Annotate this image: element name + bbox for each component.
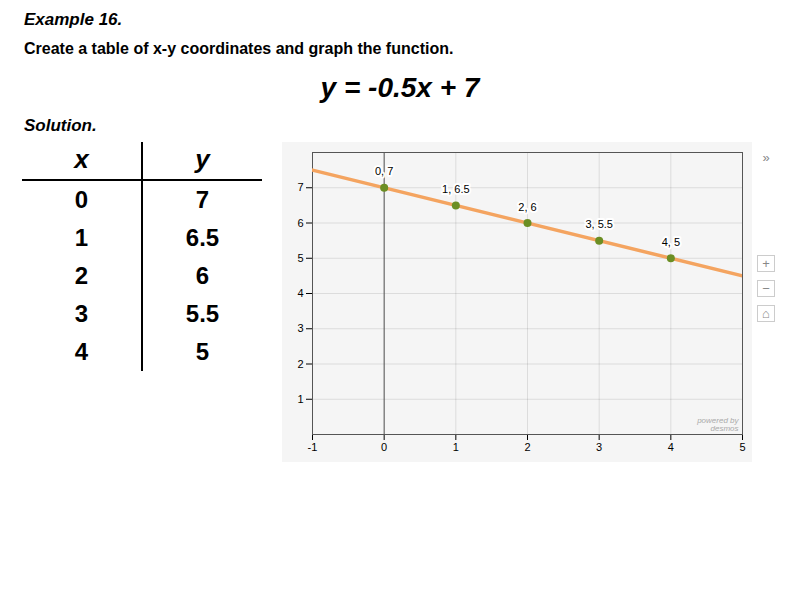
html-text:4: 4 bbox=[74, 338, 89, 365]
html-text:y: y bbox=[195, 144, 210, 174]
svg-text:2, 6: 2, 6 bbox=[518, 201, 536, 213]
svg-text:1: 1 bbox=[453, 441, 459, 453]
html-text:6.5: 6.5 bbox=[185, 224, 220, 251]
svg-text:0, 7: 0, 7 bbox=[375, 165, 393, 177]
svg-text:1: 1 bbox=[297, 393, 303, 405]
svg-text:3: 3 bbox=[596, 441, 602, 453]
html-text:Solution.: Solution. bbox=[24, 116, 97, 135]
svg-text:5: 5 bbox=[739, 441, 745, 453]
svg-text:2: 2 bbox=[297, 358, 303, 370]
html-text:0: 0 bbox=[74, 186, 89, 213]
html-text:7: 7 bbox=[195, 186, 210, 213]
svg-text:1, 6.5: 1, 6.5 bbox=[442, 183, 470, 195]
html-text:5: 5 bbox=[195, 338, 210, 365]
html-text:Example 16.: Example 16. bbox=[24, 10, 123, 29]
html-text:5.5: 5.5 bbox=[185, 300, 220, 327]
html-text:y = -0.5x + 7: y = -0.5x + 7 bbox=[320, 72, 480, 103]
svg-text:3: 3 bbox=[297, 322, 303, 334]
svg-text:4: 4 bbox=[297, 287, 303, 299]
html-text:1: 1 bbox=[74, 224, 89, 251]
svg-text:6: 6 bbox=[297, 217, 303, 229]
svg-text:3, 5.5: 3, 5.5 bbox=[585, 218, 613, 230]
html-text:3: 3 bbox=[74, 300, 89, 327]
html-text:6: 6 bbox=[195, 262, 210, 289]
svg-text:4: 4 bbox=[668, 441, 674, 453]
svg-text:7: 7 bbox=[297, 181, 303, 193]
svg-text:0: 0 bbox=[381, 441, 387, 453]
html-text:x: x bbox=[74, 144, 89, 174]
svg-text:-1: -1 bbox=[308, 441, 318, 453]
svg-text:2: 2 bbox=[524, 441, 530, 453]
svg-text:5: 5 bbox=[297, 252, 303, 264]
svg-text:4, 5: 4, 5 bbox=[662, 236, 680, 248]
html-text:2: 2 bbox=[74, 262, 89, 289]
svg-text:powered bydesmos: powered bydesmos bbox=[696, 416, 739, 433]
html-text:Create a table of x-y coordina: Create a table of x-y coordinates and gr… bbox=[24, 40, 454, 57]
